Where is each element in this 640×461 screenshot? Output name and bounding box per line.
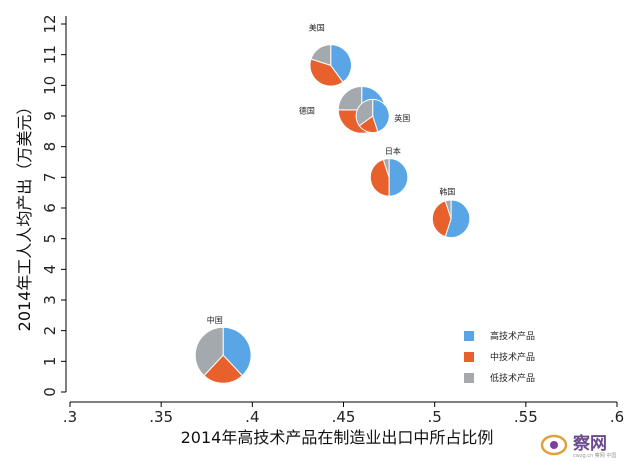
point-label: 美国	[309, 23, 325, 33]
pie-point-英国	[355, 98, 390, 134]
pie-slice	[355, 98, 374, 127]
pie-point-美国	[309, 44, 352, 87]
y-tick-label: 6	[41, 203, 59, 213]
pie-slice	[203, 354, 244, 384]
x-tick-label: .6	[610, 408, 624, 426]
point-label: 英国	[394, 113, 410, 123]
x-tick-label: .55	[514, 408, 538, 426]
y-tick-label: 0	[41, 387, 59, 397]
legend-label: 低技术产品	[490, 372, 535, 384]
y-tick-label: 1	[41, 357, 59, 367]
pie-slice	[444, 199, 452, 219]
pie-point-中国	[194, 326, 252, 384]
pie-points	[194, 44, 471, 384]
y-tick-label: 10	[41, 76, 59, 95]
x-tick-label: .4	[245, 408, 259, 426]
x-axis-title: 2014年高技术产品在制造业出口中所占比例	[181, 428, 494, 447]
x-axis: .3 .35 .4 .45 .5 .55 .6	[63, 401, 624, 426]
point-label: 德国	[299, 105, 315, 115]
pie-slice	[369, 158, 390, 197]
pie-slice	[309, 58, 344, 87]
watermark-text: 察网	[572, 433, 607, 454]
legend-swatch	[464, 373, 474, 383]
x-tick-label: .45	[332, 408, 356, 426]
pie-slice	[431, 200, 452, 238]
pie-slice	[222, 326, 252, 377]
pie-slice	[372, 98, 390, 133]
y-tick-label: 3	[41, 295, 59, 305]
legend-swatch	[464, 352, 474, 362]
pie-slice	[330, 44, 352, 83]
watermark-logo: 察网 cwzg.cn 察网 中国	[540, 433, 616, 459]
legend-label: 高技术产品	[490, 330, 535, 342]
y-tick-label: 9	[41, 111, 59, 121]
eye-icon	[540, 434, 568, 456]
x-tick-label: .35	[149, 408, 173, 426]
pupil-icon	[550, 441, 558, 449]
y-tick-label: 5	[41, 234, 59, 244]
y-axis-title: 2014年工人人均产出（万美元）	[15, 99, 34, 332]
pie-slice	[388, 158, 409, 197]
legend-label: 中技术产品	[490, 351, 535, 363]
y-tick-label: 4	[41, 265, 59, 275]
watermark-small-text: cwzg.cn 察网 中国	[573, 452, 616, 459]
legend-swatch	[464, 331, 474, 341]
y-tick-label: 7	[41, 173, 59, 183]
pie-slice	[194, 326, 224, 377]
x-tick-label: .3	[63, 408, 77, 426]
y-tick-label: 2	[41, 326, 59, 336]
pie-point-韩国	[431, 199, 471, 238]
x-tick-label: .5	[428, 408, 442, 426]
pie-slice	[382, 158, 390, 178]
point-label: 韩国	[439, 186, 455, 196]
pie-slice	[337, 85, 363, 111]
point-label: 中国	[207, 315, 223, 325]
point-label: 日本	[385, 146, 401, 156]
y-tick-label: 12	[41, 14, 59, 33]
y-tick-label: 11	[41, 45, 59, 64]
pie-point-日本	[369, 158, 409, 197]
y-tick-label: 8	[41, 142, 59, 152]
pie-slice	[310, 44, 332, 67]
